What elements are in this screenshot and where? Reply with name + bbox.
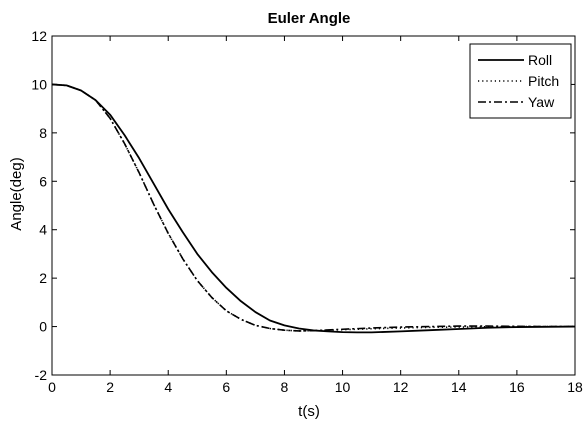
x-tick-label: 14 bbox=[451, 379, 467, 395]
series-line-roll bbox=[51, 83, 576, 334]
x-tick-label: 2 bbox=[106, 379, 114, 395]
legend: Roll Pitch Yaw bbox=[469, 43, 572, 119]
y-tick-label: -2 bbox=[35, 367, 48, 383]
y-tick-label: 0 bbox=[39, 319, 47, 335]
x-tick-label: 8 bbox=[281, 379, 289, 395]
x-tick-label: 0 bbox=[48, 379, 56, 395]
x-axis-label: t(s) bbox=[298, 403, 320, 420]
y-tick-label: 6 bbox=[39, 173, 47, 189]
x-tick-label: 4 bbox=[164, 379, 172, 395]
y-axis-label: Angle(deg) bbox=[8, 157, 25, 230]
y-tick-label: 4 bbox=[39, 222, 47, 238]
x-tick-label: 6 bbox=[222, 379, 230, 395]
legend-label-pitch: Pitch bbox=[528, 73, 559, 89]
y-tick-label: 12 bbox=[31, 28, 47, 44]
x-tick-label: 10 bbox=[335, 379, 351, 395]
y-tick-label: 10 bbox=[31, 76, 47, 92]
series-line-yaw bbox=[51, 83, 575, 332]
legend-label-roll: Roll bbox=[528, 52, 552, 68]
x-tick-label: 12 bbox=[393, 379, 409, 395]
y-tick-label: 8 bbox=[39, 125, 47, 141]
x-tick-label: 18 bbox=[567, 379, 583, 395]
x-tick-label: 16 bbox=[509, 379, 525, 395]
chart-title: Euler Angle bbox=[268, 10, 351, 27]
legend-label-yaw: Yaw bbox=[528, 94, 555, 110]
y-tick-label: 2 bbox=[39, 270, 47, 286]
